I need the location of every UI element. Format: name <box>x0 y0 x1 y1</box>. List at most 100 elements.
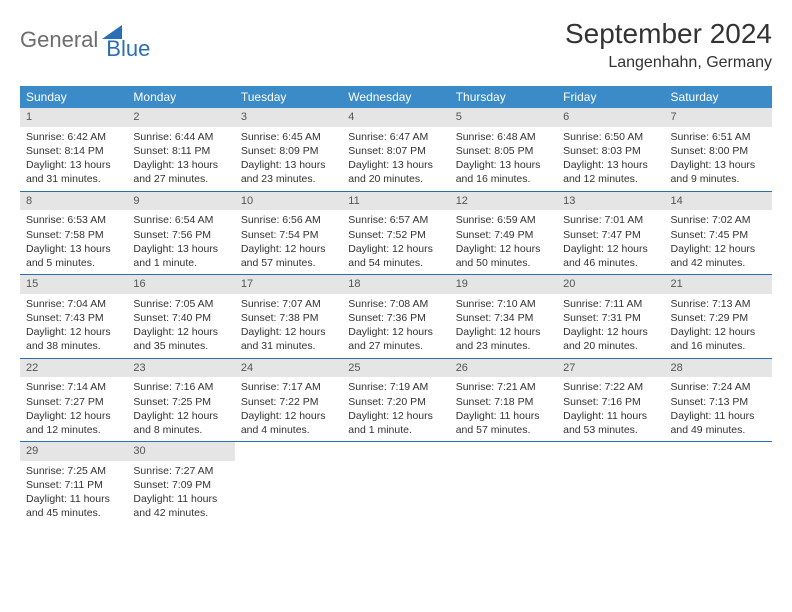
day-body: Sunrise: 7:01 AMSunset: 7:47 PMDaylight:… <box>557 210 664 274</box>
daylight-text: Daylight: 13 hours and 12 minutes. <box>563 158 658 186</box>
title-block: September 2024 Langenhahn, Germany <box>565 18 772 72</box>
day-body: Sunrise: 7:02 AMSunset: 7:45 PMDaylight:… <box>665 210 772 274</box>
sunset-text: Sunset: 7:13 PM <box>671 395 766 409</box>
day-body: Sunrise: 6:57 AMSunset: 7:52 PMDaylight:… <box>342 210 449 274</box>
day-number: 7 <box>665 108 772 127</box>
sunset-text: Sunset: 7:47 PM <box>563 228 658 242</box>
sunset-text: Sunset: 7:45 PM <box>671 228 766 242</box>
day-cell: 18Sunrise: 7:08 AMSunset: 7:36 PMDayligh… <box>342 275 449 358</box>
daylight-text: Daylight: 12 hours and 20 minutes. <box>563 325 658 353</box>
day-body: Sunrise: 7:24 AMSunset: 7:13 PMDaylight:… <box>665 377 772 441</box>
day-body: Sunrise: 7:22 AMSunset: 7:16 PMDaylight:… <box>557 377 664 441</box>
day-header: Monday <box>127 86 234 108</box>
day-body: Sunrise: 7:21 AMSunset: 7:18 PMDaylight:… <box>450 377 557 441</box>
day-header: Friday <box>557 86 664 108</box>
daylight-text: Daylight: 12 hours and 50 minutes. <box>456 242 551 270</box>
day-header: Wednesday <box>342 86 449 108</box>
day-cell: 5Sunrise: 6:48 AMSunset: 8:05 PMDaylight… <box>450 108 557 191</box>
sunrise-text: Sunrise: 7:27 AM <box>133 464 228 478</box>
sunset-text: Sunset: 7:49 PM <box>456 228 551 242</box>
sunset-text: Sunset: 7:38 PM <box>241 311 336 325</box>
daylight-text: Daylight: 13 hours and 9 minutes. <box>671 158 766 186</box>
day-cell: 9Sunrise: 6:54 AMSunset: 7:56 PMDaylight… <box>127 192 234 275</box>
calendar: SundayMondayTuesdayWednesdayThursdayFrid… <box>20 86 772 525</box>
day-number: 5 <box>450 108 557 127</box>
day-body: Sunrise: 6:51 AMSunset: 8:00 PMDaylight:… <box>665 127 772 191</box>
day-number: 19 <box>450 275 557 294</box>
sunset-text: Sunset: 7:43 PM <box>26 311 121 325</box>
daylight-text: Daylight: 12 hours and 35 minutes. <box>133 325 228 353</box>
sunset-text: Sunset: 7:09 PM <box>133 478 228 492</box>
daylight-text: Daylight: 12 hours and 4 minutes. <box>241 409 336 437</box>
day-number: 11 <box>342 192 449 211</box>
day-cell: 20Sunrise: 7:11 AMSunset: 7:31 PMDayligh… <box>557 275 664 358</box>
sunset-text: Sunset: 8:00 PM <box>671 144 766 158</box>
day-cell: 25Sunrise: 7:19 AMSunset: 7:20 PMDayligh… <box>342 359 449 442</box>
day-cell: 10Sunrise: 6:56 AMSunset: 7:54 PMDayligh… <box>235 192 342 275</box>
week-row: 22Sunrise: 7:14 AMSunset: 7:27 PMDayligh… <box>20 359 772 443</box>
sunset-text: Sunset: 8:11 PM <box>133 144 228 158</box>
day-cell: 22Sunrise: 7:14 AMSunset: 7:27 PMDayligh… <box>20 359 127 442</box>
logo-text-blue: Blue <box>106 36 150 62</box>
weeks-container: 1Sunrise: 6:42 AMSunset: 8:14 PMDaylight… <box>20 108 772 525</box>
sunset-text: Sunset: 7:29 PM <box>671 311 766 325</box>
day-body: Sunrise: 7:13 AMSunset: 7:29 PMDaylight:… <box>665 294 772 358</box>
day-body: Sunrise: 6:54 AMSunset: 7:56 PMDaylight:… <box>127 210 234 274</box>
daylight-text: Daylight: 13 hours and 20 minutes. <box>348 158 443 186</box>
sunrise-text: Sunrise: 7:21 AM <box>456 380 551 394</box>
sunrise-text: Sunrise: 6:53 AM <box>26 213 121 227</box>
day-body: Sunrise: 7:27 AMSunset: 7:09 PMDaylight:… <box>127 461 234 525</box>
daylight-text: Daylight: 13 hours and 1 minute. <box>133 242 228 270</box>
week-row: 29Sunrise: 7:25 AMSunset: 7:11 PMDayligh… <box>20 442 772 525</box>
day-cell: 27Sunrise: 7:22 AMSunset: 7:16 PMDayligh… <box>557 359 664 442</box>
day-number: 23 <box>127 359 234 378</box>
daylight-text: Daylight: 12 hours and 27 minutes. <box>348 325 443 353</box>
day-number: 8 <box>20 192 127 211</box>
day-cell: 3Sunrise: 6:45 AMSunset: 8:09 PMDaylight… <box>235 108 342 191</box>
daylight-text: Daylight: 12 hours and 38 minutes. <box>26 325 121 353</box>
day-body: Sunrise: 6:47 AMSunset: 8:07 PMDaylight:… <box>342 127 449 191</box>
sunset-text: Sunset: 7:22 PM <box>241 395 336 409</box>
day-number: 18 <box>342 275 449 294</box>
daylight-text: Daylight: 12 hours and 46 minutes. <box>563 242 658 270</box>
day-cell: 19Sunrise: 7:10 AMSunset: 7:34 PMDayligh… <box>450 275 557 358</box>
day-number: 14 <box>665 192 772 211</box>
day-number: 29 <box>20 442 127 461</box>
sunrise-text: Sunrise: 6:56 AM <box>241 213 336 227</box>
day-number: 10 <box>235 192 342 211</box>
day-number: 21 <box>665 275 772 294</box>
day-cell: . <box>557 442 664 525</box>
day-header: Sunday <box>20 86 127 108</box>
day-cell: 15Sunrise: 7:04 AMSunset: 7:43 PMDayligh… <box>20 275 127 358</box>
day-cell: 26Sunrise: 7:21 AMSunset: 7:18 PMDayligh… <box>450 359 557 442</box>
day-cell: 24Sunrise: 7:17 AMSunset: 7:22 PMDayligh… <box>235 359 342 442</box>
daylight-text: Daylight: 13 hours and 23 minutes. <box>241 158 336 186</box>
sunset-text: Sunset: 8:09 PM <box>241 144 336 158</box>
daylight-text: Daylight: 11 hours and 45 minutes. <box>26 492 121 520</box>
day-body: Sunrise: 6:48 AMSunset: 8:05 PMDaylight:… <box>450 127 557 191</box>
daylight-text: Daylight: 12 hours and 54 minutes. <box>348 242 443 270</box>
sunrise-text: Sunrise: 7:13 AM <box>671 297 766 311</box>
day-header: Tuesday <box>235 86 342 108</box>
day-number: 13 <box>557 192 664 211</box>
sunrise-text: Sunrise: 7:07 AM <box>241 297 336 311</box>
day-number: 30 <box>127 442 234 461</box>
sunrise-text: Sunrise: 7:14 AM <box>26 380 121 394</box>
day-body: Sunrise: 6:45 AMSunset: 8:09 PMDaylight:… <box>235 127 342 191</box>
sunrise-text: Sunrise: 7:22 AM <box>563 380 658 394</box>
daylight-text: Daylight: 12 hours and 31 minutes. <box>241 325 336 353</box>
sunrise-text: Sunrise: 7:02 AM <box>671 213 766 227</box>
daylight-text: Daylight: 12 hours and 12 minutes. <box>26 409 121 437</box>
logo-text-gray: General <box>20 27 98 53</box>
day-cell: . <box>235 442 342 525</box>
day-cell: 17Sunrise: 7:07 AMSunset: 7:38 PMDayligh… <box>235 275 342 358</box>
day-cell: 8Sunrise: 6:53 AMSunset: 7:58 PMDaylight… <box>20 192 127 275</box>
daylight-text: Daylight: 12 hours and 57 minutes. <box>241 242 336 270</box>
sunrise-text: Sunrise: 6:44 AM <box>133 130 228 144</box>
sunset-text: Sunset: 7:34 PM <box>456 311 551 325</box>
day-body: Sunrise: 6:44 AMSunset: 8:11 PMDaylight:… <box>127 127 234 191</box>
sunrise-text: Sunrise: 6:48 AM <box>456 130 551 144</box>
day-number: 24 <box>235 359 342 378</box>
day-cell: 11Sunrise: 6:57 AMSunset: 7:52 PMDayligh… <box>342 192 449 275</box>
daylight-text: Daylight: 13 hours and 31 minutes. <box>26 158 121 186</box>
